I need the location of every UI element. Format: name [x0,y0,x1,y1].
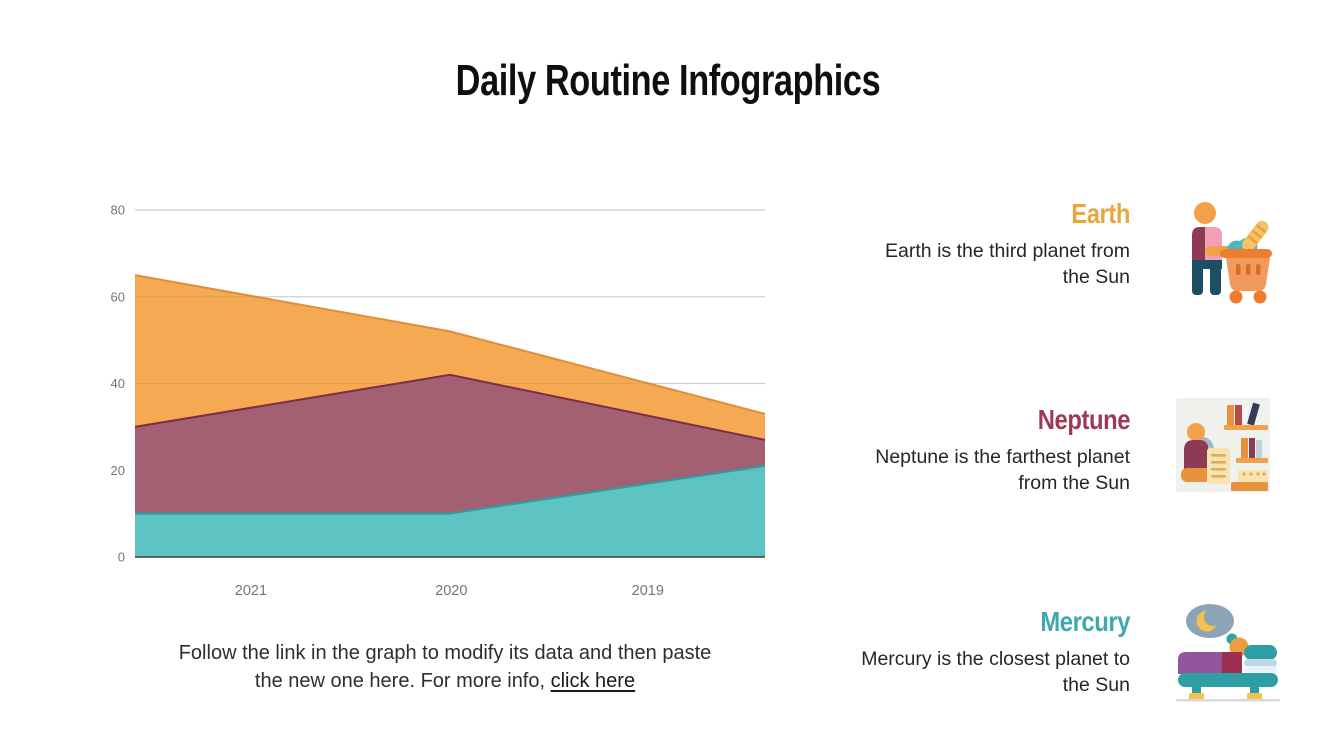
sleeping-bed-icon [1176,600,1280,707]
grocery-shopping-icon [1176,200,1280,315]
chart-area-neptune [135,374,765,514]
planet-earth-description: Earth is the third planet from the Sun [885,240,1130,289]
planet-earth-title: Earth [1071,198,1130,229]
y-axis-tick-label: 40 [111,376,125,391]
x-axis-tick-label: 2021 [235,583,267,599]
stacked-area-chart[interactable]: 80 60 40 20 0 2021 2020 2019 [100,185,790,625]
planet-block-neptune: Neptune Neptune is the farthest planet f… [860,398,1290,497]
planet-neptune-text: Neptune Neptune is the farthest planet f… [860,404,1130,496]
chart-edge-mercury [135,464,766,515]
y-axis-tick-label: 20 [111,463,125,478]
y-axis-tick-label: 60 [111,289,125,304]
planet-block-earth: Earth Earth is the third planet from the… [860,198,1290,315]
footnote-line1: Follow the link in the graph to modify i… [178,642,712,664]
planet-mercury-title: Mercury [1040,606,1130,637]
x-axis-tick-label: 2019 [632,583,664,599]
chart-footnote: Follow the link in the graph to modify i… [90,640,800,695]
planet-mercury-description: Mercury is the closest planet to the Sun [861,648,1130,697]
y-axis-tick-label: 80 [111,203,125,218]
chart-area-earth [135,275,765,440]
planet-earth-text: Earth Earth is the third planet from the… [860,198,1130,290]
click-here-link[interactable]: click here [550,669,636,692]
chart-edge-neptune [134,373,766,441]
x-axis-tick-label: 2020 [435,583,467,599]
planet-mercury-text: Mercury Mercury is the closest planet to… [860,606,1130,698]
chart-edge-earth [134,274,766,415]
planet-neptune-description: Neptune is the farthest planet from the … [875,446,1130,495]
chart-area-mercury [135,465,765,557]
planet-neptune-title: Neptune [1037,404,1131,435]
page-title: Daily Routine Infographics [455,56,881,105]
reading-desk-icon [1176,398,1280,497]
y-axis-tick-label: 0 [118,550,125,565]
footnote-line2: the new one here. For more info, [254,669,551,692]
planet-block-mercury: Mercury Mercury is the closest planet to… [860,604,1290,707]
area-chart-svg: 80 60 40 20 0 2021 2020 2019 [111,203,766,599]
